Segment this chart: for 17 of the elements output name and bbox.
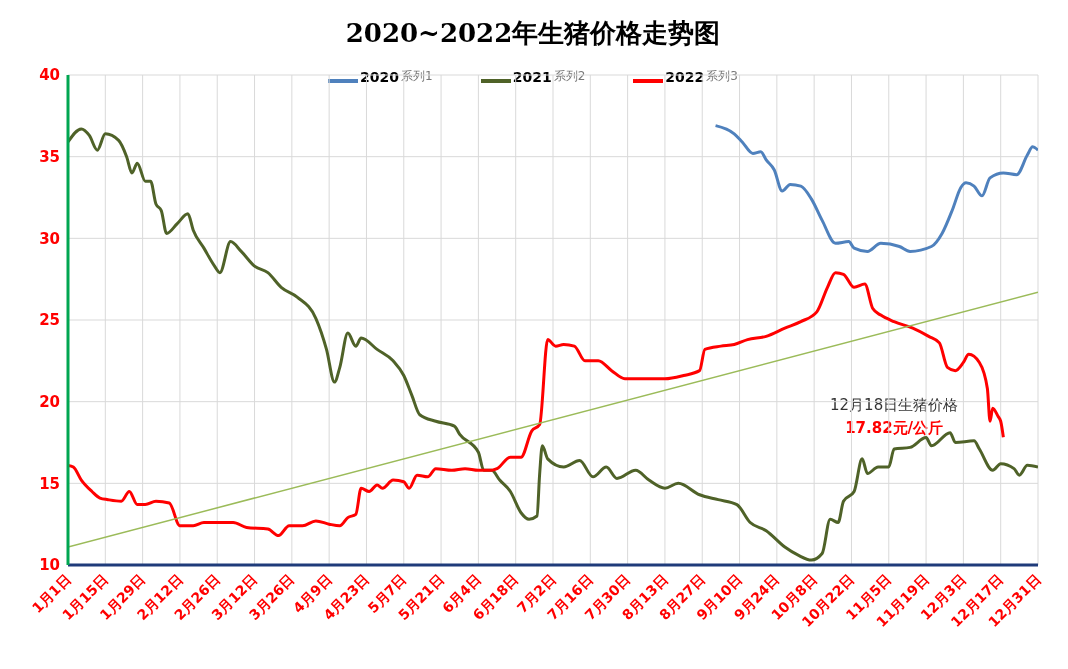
y-tick-label: 40	[39, 66, 60, 85]
legend-label: 2021	[512, 69, 552, 85]
y-tick-label: 25	[39, 311, 60, 330]
y-tick-label: 15	[39, 474, 60, 493]
annotation: 17.82元/公斤	[844, 418, 945, 439]
legend-label: 2020	[360, 69, 400, 85]
legend-label: 2022	[665, 69, 705, 85]
line-series	[714, 124, 1038, 253]
annotation: 系列1	[401, 68, 433, 85]
y-tick-label: 30	[39, 229, 60, 248]
annotation: 12月18日生猪价格	[830, 395, 959, 416]
annotation: 系列3	[706, 68, 738, 85]
y-tick-label: 35	[39, 147, 60, 166]
y-tick-label: 20	[39, 392, 60, 411]
chart-title: 2020~2022年生猪价格走势图	[344, 17, 722, 50]
y-tick-label: 10	[39, 556, 60, 575]
annotation: 系列2	[553, 68, 586, 85]
